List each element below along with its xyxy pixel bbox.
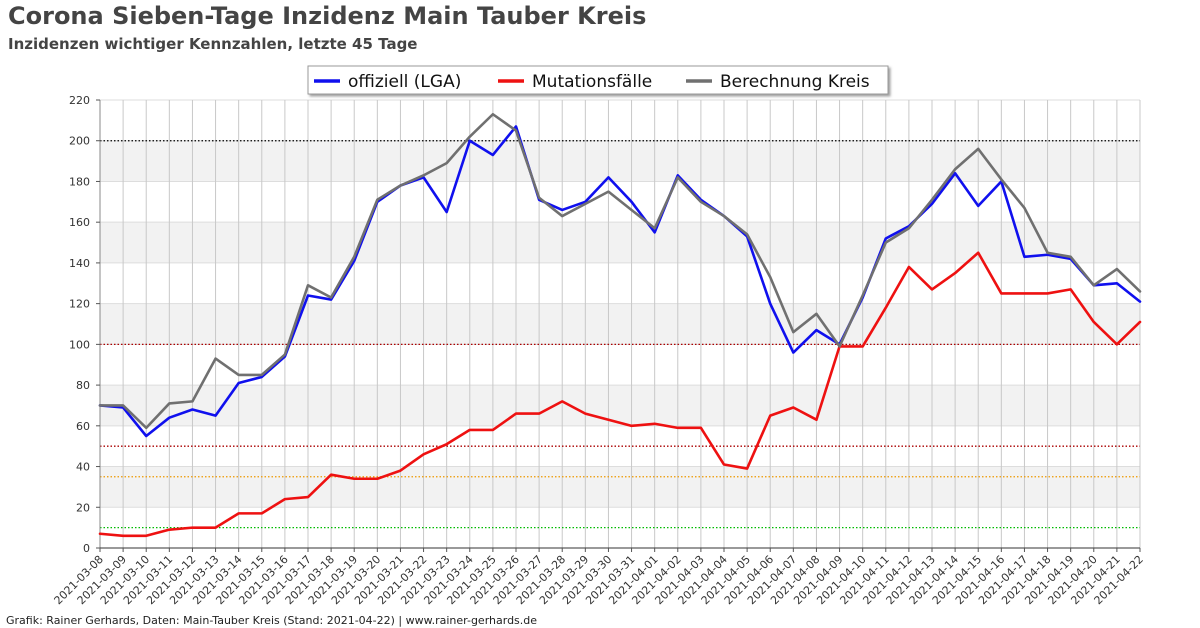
- chart-footer: Grafik: Rainer Gerhards, Daten: Main-Tau…: [6, 614, 538, 627]
- y-tick-label: 100: [69, 338, 90, 351]
- grid-band: [100, 466, 1140, 508]
- legend-entry: offiziell (LGA): [348, 72, 461, 92]
- y-tick-label: 160: [69, 216, 90, 229]
- chart-title: Corona Sieben-Tage Inzidenz Main Tauber …: [8, 2, 647, 30]
- y-tick-label: 140: [69, 257, 90, 270]
- series-line: [98, 251, 1142, 538]
- legend-entry: Mutationsfälle: [532, 72, 652, 92]
- y-tick-labels: 0 20 40 60 80 100 120 140 160 180 200 220: [69, 94, 100, 555]
- y-tick-label: 80: [76, 379, 90, 392]
- y-tick-label: 180: [69, 175, 90, 188]
- grid-bands: [100, 99, 1140, 549]
- grid-band: [100, 303, 1140, 345]
- series-line: [98, 112, 1142, 430]
- y-tick-label: 60: [76, 420, 90, 433]
- legend-entry: Berechnung Kreis: [720, 72, 870, 92]
- grid-band: [100, 385, 1140, 426]
- y-tick-label: 0: [83, 542, 90, 555]
- legend-box: [307, 65, 889, 95]
- x-tick-labels: 2021-03-082021-03-092021-03-102021-03-11…: [52, 548, 1146, 607]
- series-lines: [98, 112, 1142, 538]
- legend: offiziell (LGA) Mutationsfälle Berechnung …: [307, 65, 889, 95]
- chart-subtitle: Inzidenzen wichtiger Kennzahlen, letzte …: [8, 35, 418, 53]
- y-tick-label: 200: [69, 135, 90, 148]
- y-tick-label: 40: [76, 461, 90, 474]
- grid-band: [100, 140, 1140, 182]
- y-tick-label: 120: [69, 298, 90, 311]
- y-tick-label: 20: [76, 501, 90, 514]
- axes: [99, 100, 1140, 549]
- grid-band: [100, 222, 1140, 263]
- series-line: [98, 125, 1142, 438]
- y-tick-label: 220: [69, 94, 90, 107]
